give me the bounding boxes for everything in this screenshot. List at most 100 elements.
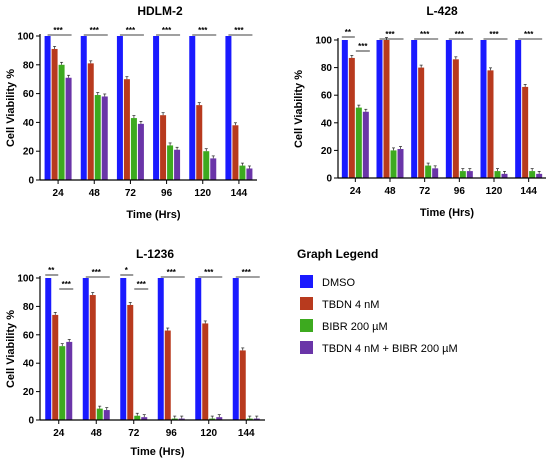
significance-mark: *** <box>137 280 147 289</box>
legend-swatch <box>300 297 313 310</box>
bar <box>196 105 203 180</box>
x-tick-label: 96 <box>454 186 466 197</box>
bar <box>141 417 148 420</box>
y-axis-label: Cell Viability % <box>5 310 17 388</box>
significance-mark: *** <box>489 30 499 39</box>
y-tick-label: 80 <box>23 302 35 313</box>
bar <box>130 118 137 180</box>
legend-item-label: TBDN 4 nM <box>322 299 379 311</box>
significance-mark: *** <box>126 26 136 35</box>
significance-mark: *** <box>204 268 214 277</box>
y-tick-label: 100 <box>17 32 34 43</box>
bar <box>59 346 66 420</box>
bar <box>397 149 404 178</box>
legend-swatch <box>300 319 313 332</box>
chart-title: L-428 <box>426 4 458 18</box>
bar <box>65 77 72 180</box>
bar <box>515 40 522 178</box>
bar <box>51 48 58 181</box>
legend-swatch <box>300 275 313 288</box>
bar <box>232 125 239 180</box>
bar <box>157 278 164 420</box>
significance-mark: ** <box>48 266 55 275</box>
chart-panel: L-428 Cell Viability % Time (Hrs) 0 20 40 60 80… <box>293 4 546 219</box>
bar <box>522 86 529 178</box>
y-tick-label: 60 <box>23 89 35 100</box>
bar <box>45 278 52 420</box>
legend: Graph Legend DMSO TBDN 4 nM BIBR 200 µM TBDN… <box>297 247 458 355</box>
bar <box>103 410 110 420</box>
bar <box>210 158 217 180</box>
x-tick-label: 96 <box>161 188 173 199</box>
bar <box>501 173 508 178</box>
bar <box>246 418 253 420</box>
y-tick-label: 40 <box>23 118 35 129</box>
x-axis-label: Time (Hrs) <box>126 209 181 221</box>
bar <box>445 40 452 178</box>
x-tick-label: 48 <box>91 428 103 439</box>
y-tick-label: 0 <box>28 416 34 427</box>
bar <box>418 67 425 178</box>
bar <box>411 40 418 178</box>
chart-panel: HDLM-2 Cell Viability % Time (Hrs) 0 20 40 60 8… <box>5 4 257 221</box>
bar <box>134 415 141 420</box>
x-tick-label: 24 <box>350 186 362 197</box>
chart-title: L-1236 <box>136 247 174 261</box>
significance-mark: ** <box>345 28 352 37</box>
bar <box>529 171 536 178</box>
y-tick-label: 20 <box>23 387 35 398</box>
x-tick-label: 96 <box>166 428 178 439</box>
bar <box>89 295 96 420</box>
legend-item-label: BIBR 200 µM <box>322 321 388 333</box>
bar <box>239 350 246 420</box>
bar <box>189 36 196 180</box>
y-tick-label: 20 <box>321 146 333 157</box>
x-axis-label: Time (Hrs) <box>420 207 475 219</box>
y-tick-label: 60 <box>321 91 333 102</box>
bar <box>203 151 210 180</box>
x-tick-label: 48 <box>384 186 396 197</box>
bar <box>341 40 348 178</box>
significance-mark: * <box>125 266 129 275</box>
bar <box>167 145 174 180</box>
bar <box>459 171 466 178</box>
bar <box>390 150 397 178</box>
y-axis-label: Cell Viability % <box>293 70 305 148</box>
bar <box>452 59 459 178</box>
x-axis-label: Time (Hrs) <box>130 446 185 458</box>
bar <box>52 314 59 420</box>
significance-mark: *** <box>455 30 465 39</box>
bar <box>253 418 260 420</box>
bar <box>58 64 65 180</box>
bar <box>216 417 223 420</box>
bar <box>425 165 432 178</box>
bar <box>232 278 239 420</box>
x-tick-label: 48 <box>89 188 101 199</box>
bar <box>94 95 101 180</box>
y-tick-label: 100 <box>315 36 332 47</box>
significance-mark: *** <box>234 26 244 35</box>
x-tick-label: 24 <box>53 428 65 439</box>
chart-panel: L-1236 Cell Viability % Time (Hrs) 0 20 40 60 8… <box>5 247 265 458</box>
significance-mark: *** <box>162 26 172 35</box>
y-tick-label: 40 <box>321 118 333 129</box>
bar <box>383 40 390 178</box>
x-tick-label: 72 <box>419 186 431 197</box>
bar <box>127 304 134 420</box>
significance-mark: *** <box>92 268 102 277</box>
bar <box>120 278 127 420</box>
bar <box>536 173 543 178</box>
y-tick-label: 0 <box>28 176 34 187</box>
significance-mark: *** <box>358 42 368 51</box>
x-tick-label: 120 <box>486 186 503 197</box>
bar <box>123 79 130 180</box>
bar <box>153 36 160 180</box>
bar <box>137 123 144 180</box>
x-tick-label: 24 <box>53 188 65 199</box>
bar <box>348 57 355 178</box>
bar <box>494 171 501 178</box>
significance-mark: *** <box>90 26 100 35</box>
legend-swatch <box>300 341 313 354</box>
bar <box>480 40 487 178</box>
